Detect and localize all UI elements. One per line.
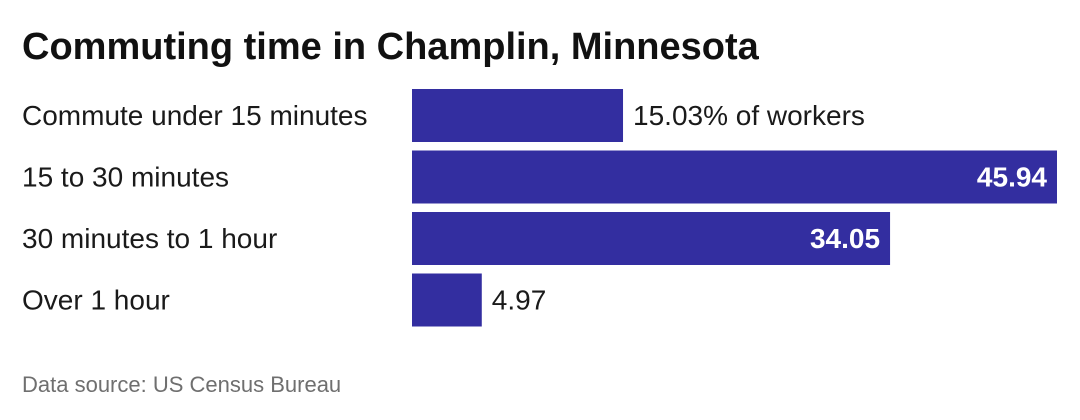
bars-group: Commute under 15 minutes 15.03% of worker… [22, 89, 1057, 327]
chart-title: Commuting time in Champlin, Minnesota [22, 26, 759, 68]
category-label: 30 minutes to 1 hour [22, 223, 277, 254]
data-label: 34.05 [810, 223, 880, 254]
data-source-note: Data source: US Census Bureau [22, 372, 342, 397]
category-label: 15 to 30 minutes [22, 162, 229, 193]
bar [412, 89, 624, 142]
data-label: 4.97 [492, 285, 547, 316]
category-label: Over 1 hour [22, 285, 170, 316]
bar [412, 212, 891, 265]
bar [412, 273, 482, 327]
data-label: 15.03% of workers [633, 100, 865, 131]
bar-chart: Commute under 15 minutes 15.03% of worker… [22, 89, 1057, 327]
bar [412, 150, 1057, 204]
category-label: Commute under 15 minutes [22, 100, 368, 131]
data-label: 45.94 [977, 162, 1047, 193]
